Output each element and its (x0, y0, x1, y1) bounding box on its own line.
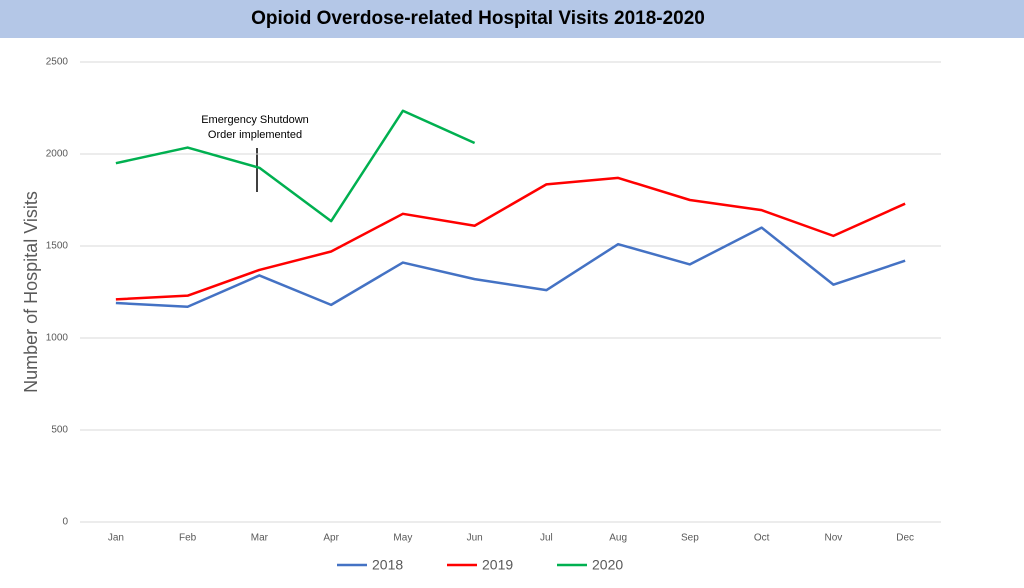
annotation-line: Order implemented (208, 129, 302, 141)
x-tick-label: Apr (323, 533, 339, 544)
series-line (115, 176, 906, 301)
series-line (115, 226, 906, 308)
y-tick-label: 500 (51, 425, 68, 436)
title-banner (0, 0, 1024, 38)
x-tick-label: Aug (609, 533, 627, 544)
y-tick-label: 0 (62, 517, 68, 528)
legend-label: 2020 (592, 557, 623, 573)
x-tick-label: May (393, 533, 412, 544)
y-tick-label: 1000 (46, 333, 69, 344)
y-tick-label: 1500 (46, 241, 69, 252)
x-tick-label: Oct (754, 533, 770, 544)
annotation-line: Emergency Shutdown (201, 114, 309, 126)
series-line (115, 109, 476, 223)
legend-label: 2019 (482, 557, 513, 573)
y-tick-label: 2000 (46, 149, 69, 160)
x-tick-label: Sep (681, 533, 699, 544)
chart-title: Opioid Overdose-related Hospital Visits … (251, 8, 705, 29)
x-tick-label: Nov (824, 533, 842, 544)
x-tick-label: Jun (467, 533, 483, 544)
x-tick-label: Mar (251, 533, 269, 544)
x-tick-label: Dec (896, 533, 914, 544)
y-tick-label: 2500 (46, 57, 69, 68)
x-tick-label: Jan (108, 533, 124, 544)
x-tick-label: Feb (179, 533, 197, 544)
y-axis-label: Number of Hospital Visits (21, 191, 41, 393)
legend-label: 2018 (372, 557, 403, 573)
x-tick-label: Jul (540, 533, 553, 544)
